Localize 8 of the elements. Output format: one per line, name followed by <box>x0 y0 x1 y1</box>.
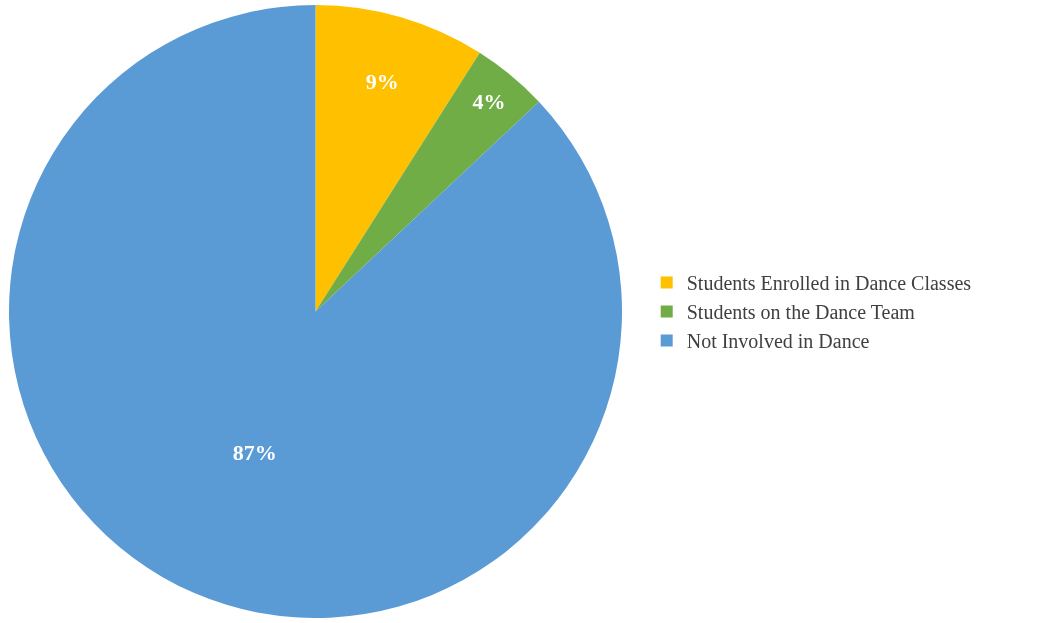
pie-slice <box>9 5 622 618</box>
data-label: 9% <box>365 68 399 94</box>
legend-label: Not Involved in Dance <box>686 330 870 353</box>
data-label: 87% <box>232 439 277 465</box>
data-label: 4% <box>472 89 506 115</box>
pie-slice <box>315 52 539 312</box>
legend-label: Students Enrolled in Dance Classes <box>686 272 972 295</box>
legend-label: Students on the Dance Team <box>686 301 916 324</box>
